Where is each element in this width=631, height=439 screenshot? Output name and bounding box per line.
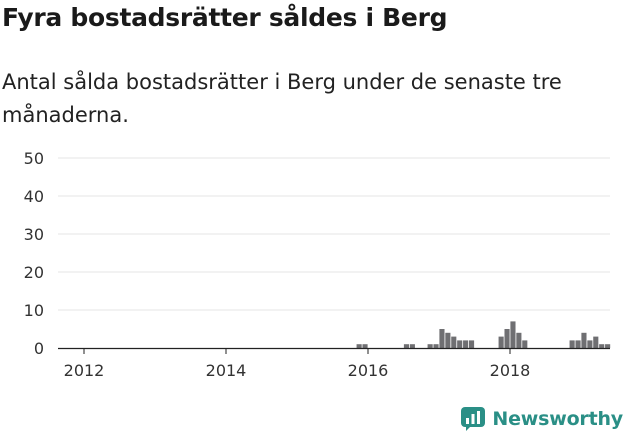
bar xyxy=(522,340,528,348)
bar xyxy=(468,340,475,348)
x-tick-label: 2018 xyxy=(490,361,531,380)
bar xyxy=(575,340,581,348)
bar xyxy=(403,344,410,348)
bar xyxy=(433,344,439,348)
y-tick-label: 50 xyxy=(24,149,44,168)
y-tick-label: 0 xyxy=(34,339,44,358)
footer-branding: Newsworthy xyxy=(460,406,623,432)
bar xyxy=(439,329,445,348)
chart-subtitle: Antal sålda bostadsrätter i Berg under d… xyxy=(2,70,562,127)
bar xyxy=(498,336,504,348)
bar xyxy=(409,344,415,348)
y-tick-label: 30 xyxy=(24,225,44,244)
bar xyxy=(593,336,599,348)
bar xyxy=(510,321,516,348)
bar xyxy=(587,340,593,348)
bar xyxy=(605,344,611,348)
bar xyxy=(504,329,510,348)
bar xyxy=(457,340,463,348)
bar xyxy=(445,332,451,348)
bar xyxy=(463,340,469,348)
x-tick-label: 2016 xyxy=(348,361,389,380)
y-tick-label: 40 xyxy=(24,187,44,206)
x-tick-label: 2014 xyxy=(206,361,247,380)
bar xyxy=(599,344,605,348)
x-tick-label: 2012 xyxy=(64,361,105,380)
bar xyxy=(356,344,362,348)
bar xyxy=(362,344,368,348)
bar-chart: 0102030405042012201420162018202020222024… xyxy=(24,149,611,380)
bar xyxy=(451,336,457,348)
chart-title: Fyra bostadsrätter såldes i Berg xyxy=(2,3,448,32)
brand-name: Newsworthy xyxy=(492,408,623,430)
bar xyxy=(516,332,522,348)
bar xyxy=(427,344,433,348)
bar xyxy=(569,340,575,348)
y-tick-label: 20 xyxy=(24,263,44,282)
newsworthy-logo-icon xyxy=(461,407,486,431)
bar xyxy=(581,332,587,348)
y-tick-label: 10 xyxy=(24,301,44,320)
